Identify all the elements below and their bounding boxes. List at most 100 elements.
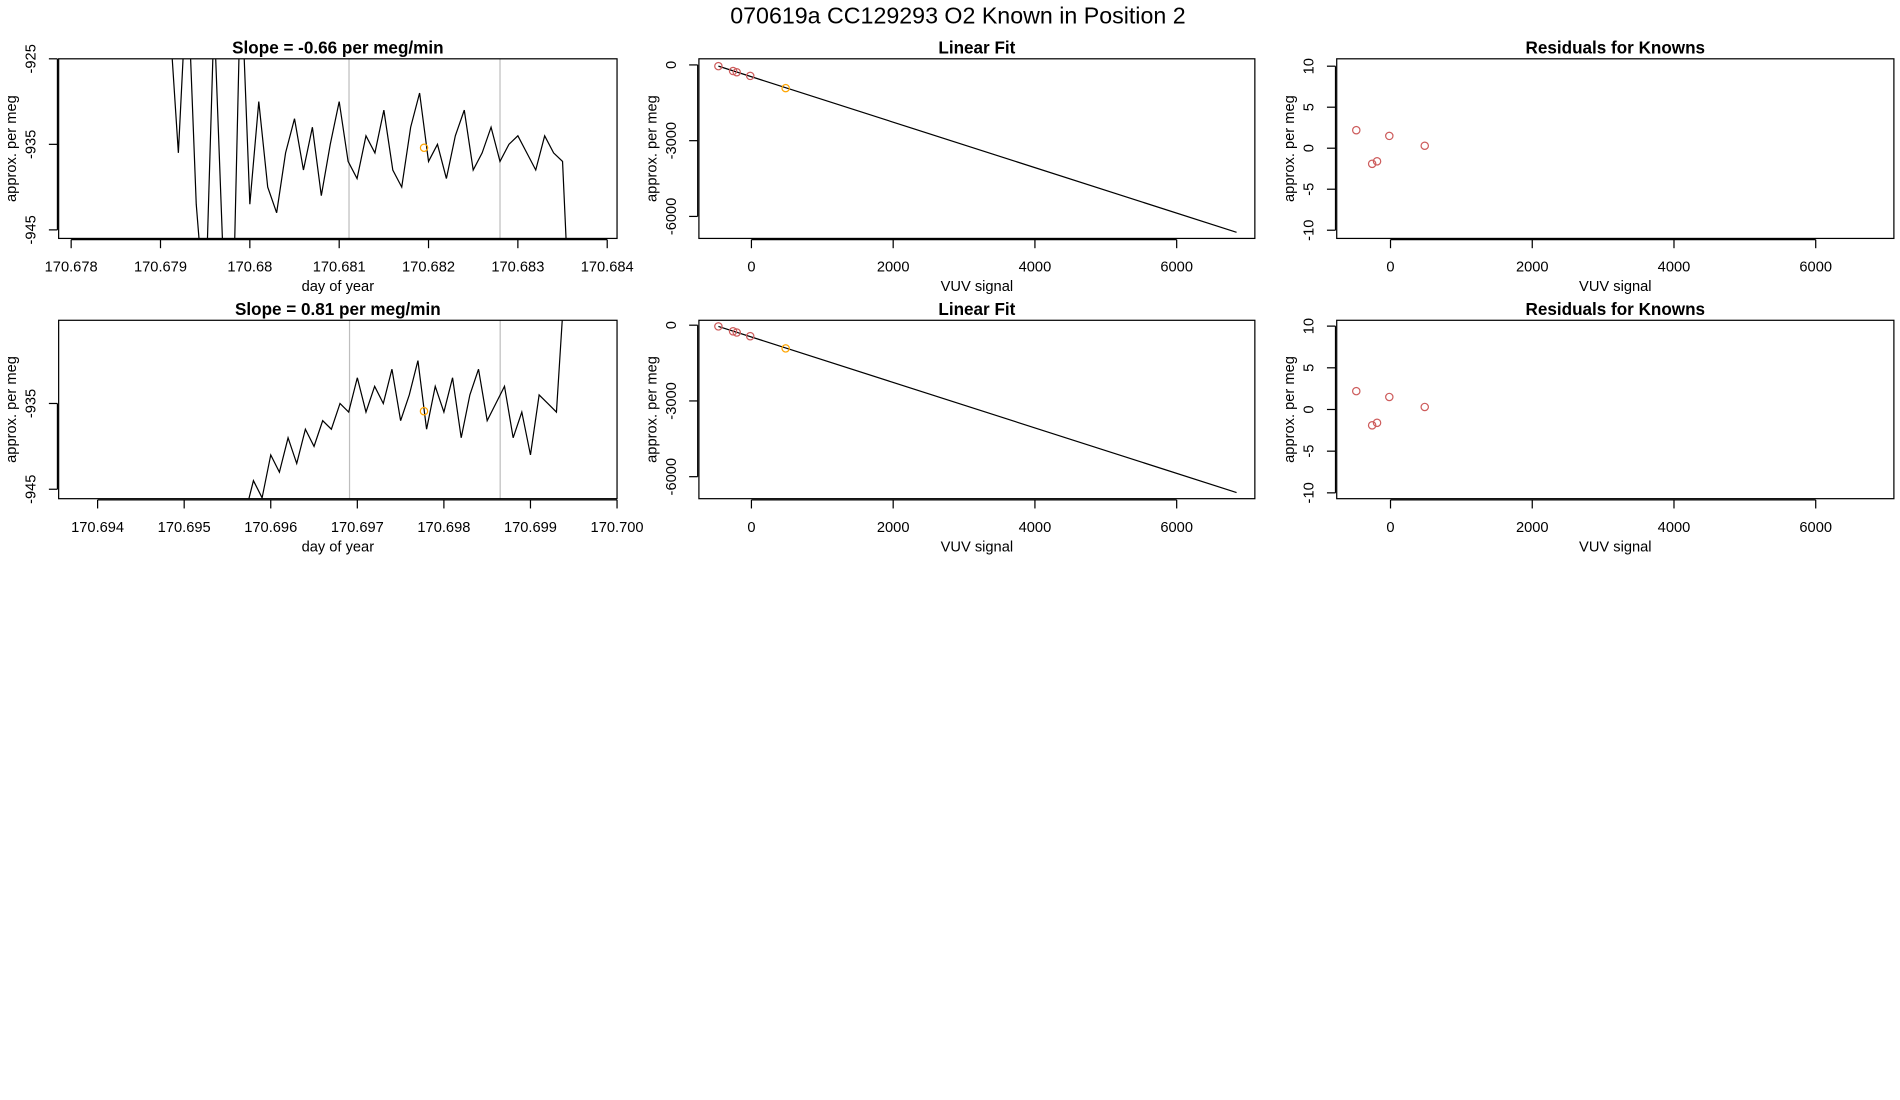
x-tick-label: 4000 [1019, 260, 1052, 276]
point [714, 61, 723, 71]
point [1372, 418, 1382, 428]
x-tick-label: 170.694 [71, 520, 124, 536]
point [745, 71, 755, 81]
y-axis-label: approx. per meg [4, 356, 20, 463]
plot-area [1352, 386, 1430, 430]
point [732, 67, 742, 77]
x-tick-label: 4000 [1658, 260, 1691, 276]
y-tick-label: -945 [24, 215, 40, 244]
x-tick-label: 170.684 [581, 260, 634, 276]
point [732, 328, 742, 337]
y-axis-label: approx. per meg [1282, 356, 1298, 463]
x-axis-label: day of year [302, 279, 375, 295]
panel-title: Residuals for Knowns [1526, 39, 1706, 58]
x-tick-label: 170.681 [313, 260, 366, 276]
y-tick-label: -5 [1302, 445, 1318, 458]
y-tick-label: 5 [1302, 364, 1318, 372]
panel-title: Linear Fit [938, 39, 1015, 58]
point [1385, 131, 1394, 141]
point [781, 344, 790, 353]
point [1385, 392, 1394, 402]
y-tick-label: 5 [1302, 103, 1318, 111]
x-tick-label: 0 [747, 260, 755, 276]
x-tick-label: 2000 [1516, 520, 1549, 536]
x-tick-label: 6000 [1160, 520, 1193, 536]
marker-point [419, 143, 429, 153]
y-tick-label: -6000 [664, 458, 680, 496]
x-tick-label: 4000 [1019, 520, 1052, 536]
y-axis-label: approx. per meg [644, 95, 660, 202]
point [728, 327, 738, 336]
x-axis-label: VUV signal [1579, 279, 1652, 295]
y-tick-label: -3000 [664, 122, 680, 160]
data-line [248, 320, 563, 499]
x-tick-label: 2000 [877, 260, 910, 276]
y-tick-label: 10 [1302, 318, 1318, 334]
plot-frame [58, 319, 618, 500]
x-tick-label: 170.682 [402, 260, 455, 276]
fit-line [718, 325, 1237, 494]
x-tick-label: 170.698 [417, 520, 470, 536]
plot-frame [698, 319, 1256, 500]
panel-title: Residuals for Knowns [1526, 300, 1706, 319]
point [1367, 421, 1377, 430]
y-tick-label: -5 [1302, 183, 1318, 196]
y-tick-label: 10 [1302, 58, 1318, 74]
x-tick-label: 6000 [1799, 520, 1832, 536]
x-tick-label: 170.700 [591, 520, 644, 536]
y-tick-label: -3000 [664, 382, 680, 420]
plot-frame [698, 58, 1256, 240]
point [781, 83, 790, 93]
plot-area [171, 58, 567, 239]
x-tick-label: 2000 [1516, 260, 1549, 276]
y-tick-label: 0 [1302, 144, 1318, 152]
x-tick-label: 170.697 [331, 520, 384, 536]
page-title: 070619a CC129293 O2 Known in Position 2 [730, 2, 1185, 28]
x-tick-label: 0 [1386, 520, 1394, 536]
x-axis-label: VUV signal [1579, 539, 1652, 555]
x-tick-label: 4000 [1658, 520, 1691, 536]
plot-area [248, 320, 563, 499]
y-tick-label: 0 [1302, 405, 1318, 413]
y-tick-label: 0 [664, 321, 680, 329]
x-tick-label: 2000 [877, 520, 910, 536]
plot-frame [1336, 319, 1895, 500]
point [1352, 125, 1361, 135]
y-tick-label: 0 [664, 61, 680, 69]
panel-title: Linear Fit [938, 300, 1015, 319]
plot-area [714, 322, 1237, 494]
point [714, 322, 723, 331]
y-tick-label: -10 [1302, 220, 1318, 241]
x-tick-label: 170.699 [504, 520, 557, 536]
x-tick-label: 170.683 [491, 260, 544, 276]
x-tick-label: 0 [1386, 260, 1394, 276]
x-axis-label: VUV signal [941, 279, 1014, 295]
point [745, 331, 755, 341]
point [1372, 157, 1382, 166]
plot-frame [1336, 58, 1895, 240]
point [728, 66, 738, 76]
x-tick-label: 0 [747, 520, 755, 536]
point [1420, 141, 1430, 151]
x-axis-label: day of year [302, 539, 375, 555]
point [1352, 386, 1361, 396]
x-tick-label: 170.696 [244, 520, 297, 536]
x-tick-label: 170.68 [227, 260, 272, 276]
y-tick-label: -6000 [664, 198, 680, 236]
plot-frame [58, 58, 618, 240]
x-tick-label: 170.678 [45, 260, 98, 276]
y-tick-label: -925 [24, 44, 40, 73]
point [1367, 159, 1377, 169]
data-line [171, 58, 567, 239]
panel-title: Slope = 0.81 per meg/min [235, 300, 441, 319]
marker-point [419, 406, 429, 416]
y-tick-label: -10 [1302, 482, 1318, 503]
x-tick-label: 6000 [1160, 260, 1193, 276]
plot-area [714, 61, 1237, 233]
fit-line [718, 65, 1237, 233]
x-tick-label: 6000 [1799, 260, 1832, 276]
panel-title: Slope = -0.66 per meg/min [232, 39, 443, 58]
point [1420, 402, 1430, 412]
x-axis-label: VUV signal [941, 539, 1014, 555]
